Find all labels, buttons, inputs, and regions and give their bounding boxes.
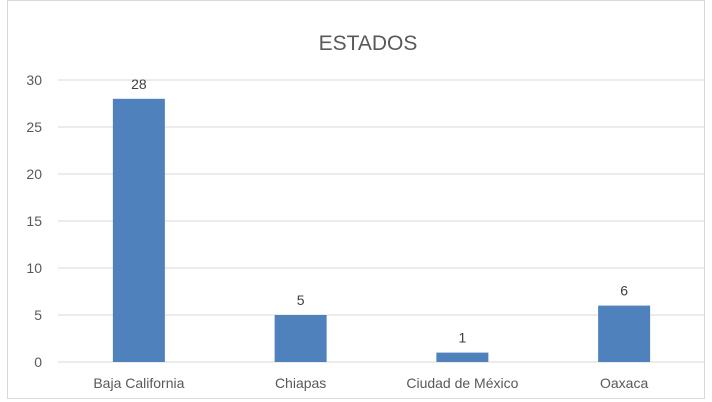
bars: [112, 98, 651, 363]
chart-title: ESTADOS: [319, 32, 418, 55]
y-tick-label: 30: [26, 72, 42, 88]
data-label: 5: [297, 292, 305, 308]
x-tick-label: Oaxaca: [600, 375, 648, 391]
y-tick-label: 5: [34, 307, 42, 323]
x-tick-label: Baja California: [93, 375, 184, 391]
bar: [112, 98, 165, 363]
y-tick-label: 10: [26, 260, 42, 276]
y-tick-label: 25: [26, 119, 42, 135]
x-tick-label: Chiapas: [275, 375, 326, 391]
data-label: 1: [458, 330, 466, 346]
data-label: 28: [131, 76, 147, 92]
gridlines: [58, 79, 705, 363]
y-tick-label: 15: [26, 213, 42, 229]
y-tick-label: 0: [34, 354, 42, 370]
x-tick-label: Ciudad de México: [406, 375, 518, 391]
bar: [274, 315, 327, 362]
x-axis-ticks: Baja California Chiapas Ciudad de México Oa…: [93, 375, 648, 391]
y-axis-ticks: 0 5 10 15 20 25 30: [26, 72, 42, 370]
bar: [436, 352, 489, 362]
data-labels: 28 5 1 6: [131, 76, 628, 346]
y-tick-label: 20: [26, 166, 42, 182]
data-label: 6: [620, 283, 628, 299]
bar: [598, 305, 651, 362]
